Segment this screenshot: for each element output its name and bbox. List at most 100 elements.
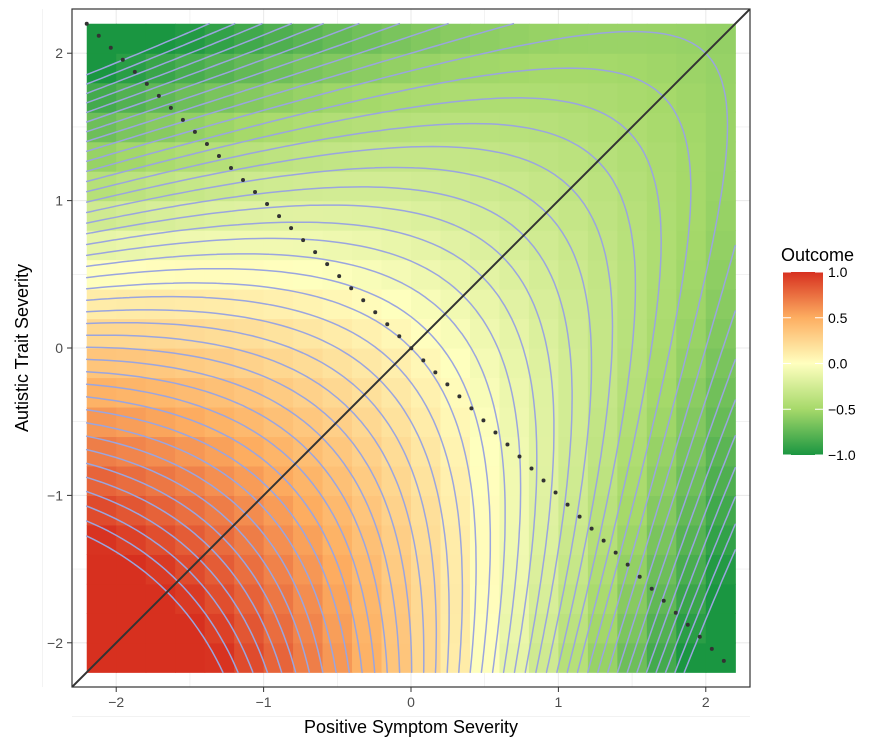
heatmap-cell (145, 554, 176, 585)
heatmap-cell (499, 406, 530, 438)
heatmap-cell (381, 171, 412, 202)
contour-line (85, 22, 737, 674)
heatmap-cell (440, 642, 471, 673)
legend-tick-label: 0.0 (828, 356, 848, 372)
heatmap-cell (499, 53, 530, 84)
contour-line (85, 253, 506, 674)
heatmap-cell (676, 200, 707, 231)
heatmap-cell (440, 23, 471, 54)
heatmap-cell (263, 82, 294, 113)
contour-line (85, 295, 464, 674)
heatmap-cell (204, 230, 235, 261)
heatmap-cell (204, 23, 235, 54)
heatmap-cell (558, 436, 589, 467)
heatmap-cell (116, 82, 147, 113)
heatmap-cell (352, 53, 383, 84)
heatmap-cell (175, 289, 206, 320)
heatmap-cell (116, 465, 147, 496)
contour-line (85, 237, 522, 674)
heatmap-cell (175, 642, 206, 673)
heatmap-cell (705, 82, 736, 113)
contour-line (85, 122, 637, 674)
heatmap-cell (587, 377, 618, 408)
heatmap-cell (528, 348, 559, 379)
heatmap-cell (234, 200, 265, 231)
heatmap-cell (411, 82, 442, 113)
heatmap-cell (352, 348, 383, 379)
heatmap-cell (234, 436, 265, 467)
heatmap-cell (469, 53, 501, 84)
heatmap-cell (617, 259, 648, 290)
contour-line (85, 505, 254, 674)
heatmap-cell (322, 613, 353, 644)
heatmap-cell (204, 259, 235, 290)
heatmap-cell (617, 348, 648, 379)
heatmap-cell (234, 289, 265, 320)
heatmap-cell (587, 171, 618, 202)
heatmap-cell (440, 465, 471, 496)
heatmap-cell (469, 377, 501, 408)
contour-line (85, 67, 692, 674)
heatmap-cell (86, 289, 117, 320)
heatmap-cell (587, 289, 618, 320)
heatmap-cell (411, 436, 442, 467)
y-axis-ticks: −2 −1 0 1 2 (47, 45, 72, 651)
heatmap-cell (558, 141, 589, 172)
heatmap-cell (381, 259, 412, 290)
heatmap-cell (587, 23, 618, 54)
heatmap-cell (440, 583, 471, 614)
heatmap-cell (558, 289, 589, 320)
y-tick-label: 0 (55, 340, 63, 356)
heatmap-cell (646, 171, 677, 202)
contour-line (85, 383, 376, 674)
contour-line (85, 97, 662, 674)
heatmap-cell (558, 200, 589, 231)
heatmap-cell (116, 230, 147, 261)
heatmap-cell (617, 524, 648, 555)
heatmap-cell (558, 112, 589, 143)
heatmap-cell (411, 554, 442, 585)
heatmap-cell (646, 348, 677, 379)
heatmap-cell (440, 377, 471, 408)
heatmap-cell (116, 23, 147, 54)
contour-line (85, 22, 737, 674)
heatmap-cell (322, 436, 353, 467)
heatmap-cell (646, 23, 677, 54)
heatmap-cell (440, 554, 471, 585)
heatmap-cell (469, 289, 501, 320)
heatmap-cell (204, 348, 235, 379)
legend-tick-label: 0.5 (828, 310, 848, 326)
heatmap-cell (175, 318, 206, 349)
heatmap-cell (646, 200, 677, 231)
heatmap-cell (116, 289, 147, 320)
heatmap-cell (322, 554, 353, 585)
contour-line (85, 145, 614, 674)
heatmap-cell (646, 112, 677, 143)
heatmap-cell (381, 436, 412, 467)
heatmap-cell (263, 141, 294, 172)
contour-line (85, 535, 224, 674)
contour-line (85, 22, 737, 674)
heatmap-cell (587, 82, 618, 113)
heatmap-cell (646, 259, 677, 290)
contour-line (85, 282, 477, 674)
y-tick-label: 1 (55, 193, 63, 209)
heatmap-cell (617, 141, 648, 172)
heatmap-cell (293, 230, 324, 261)
heatmap-cell (646, 53, 677, 84)
heatmap-cell (263, 377, 294, 408)
heatmap-cell (86, 583, 117, 614)
heatmap-cell (411, 171, 442, 202)
heatmap-cell (617, 53, 648, 84)
contour-line (85, 22, 737, 674)
heatmap-cell (587, 259, 618, 290)
heatmap-cell (587, 112, 618, 143)
contour-line (85, 267, 492, 674)
heatmap-cell (705, 436, 736, 467)
contour-line (85, 309, 450, 674)
reference-lines (72, 9, 750, 687)
heatmap-cell (528, 171, 559, 202)
heatmap-cell (145, 259, 176, 290)
heatmap-cell (145, 200, 176, 231)
contour-line (85, 166, 593, 674)
